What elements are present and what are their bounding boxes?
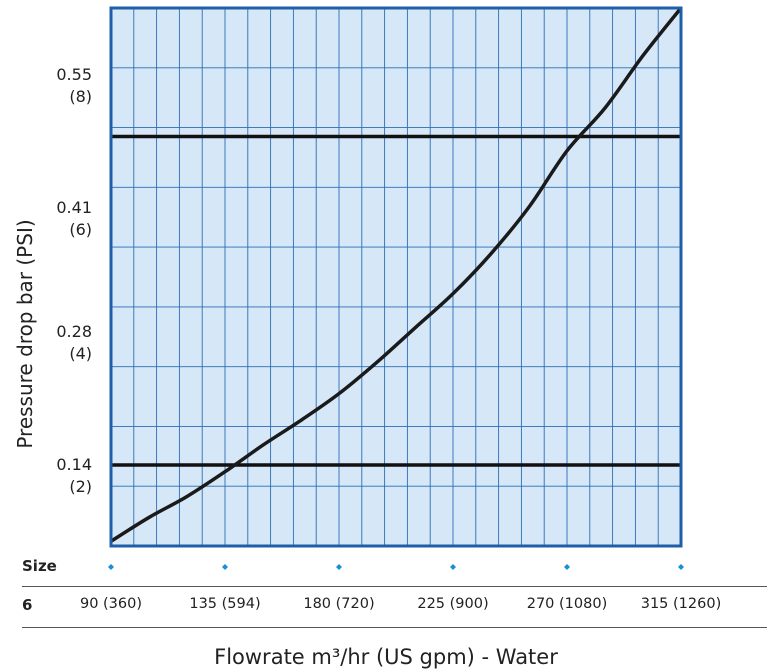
size-marker	[564, 564, 570, 570]
x-tick-label: 225 (900)	[417, 596, 489, 612]
x-tick-label: 270 (1080)	[526, 596, 608, 612]
x-tick-label: 315 (1260)	[640, 596, 722, 612]
size-row-label: 6	[22, 596, 33, 614]
size-header: Size	[22, 557, 57, 575]
plot-border	[109, 6, 683, 548]
pressure-curve-line	[110, 6, 683, 543]
size-marker	[336, 564, 342, 570]
x-tick-label: 135 (594)	[189, 596, 261, 612]
table-divider-bottom	[22, 627, 767, 628]
x-tick-label: 180 (720)	[303, 596, 375, 612]
x-tick-label: 90 (360)	[79, 596, 143, 612]
y-tick-label: 0.28 (4)	[56, 321, 92, 363]
plot-area	[111, 8, 681, 546]
size-marker	[450, 564, 456, 570]
size-marker	[678, 564, 684, 570]
size-marker	[108, 564, 114, 570]
table-divider-top	[22, 586, 767, 587]
y-tick-label: 0.41 (6)	[56, 197, 92, 239]
size-marker	[222, 564, 228, 570]
vertical-gridlines	[133, 8, 659, 546]
y-axis-label: Pressure drop bar (PSI)	[13, 219, 37, 449]
y-tick-label: 0.14 (2)	[56, 455, 92, 497]
pressure-drop-chart	[109, 6, 683, 548]
y-tick-label: 0.55 (8)	[56, 64, 92, 106]
reference-lines	[111, 134, 681, 467]
x-axis-label: Flowrate m³/hr (US gpm) - Water	[214, 645, 558, 669]
